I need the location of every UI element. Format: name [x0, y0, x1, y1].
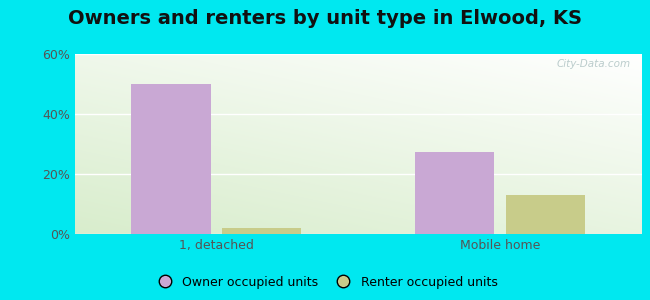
Legend: Owner occupied units, Renter occupied units: Owner occupied units, Renter occupied un…: [148, 271, 502, 294]
Bar: [415, 152, 494, 234]
Bar: [131, 84, 211, 234]
Bar: [222, 228, 302, 234]
Bar: [506, 195, 585, 234]
Text: City-Data.com: City-Data.com: [556, 59, 630, 69]
Text: Owners and renters by unit type in Elwood, KS: Owners and renters by unit type in Elwoo…: [68, 9, 582, 28]
